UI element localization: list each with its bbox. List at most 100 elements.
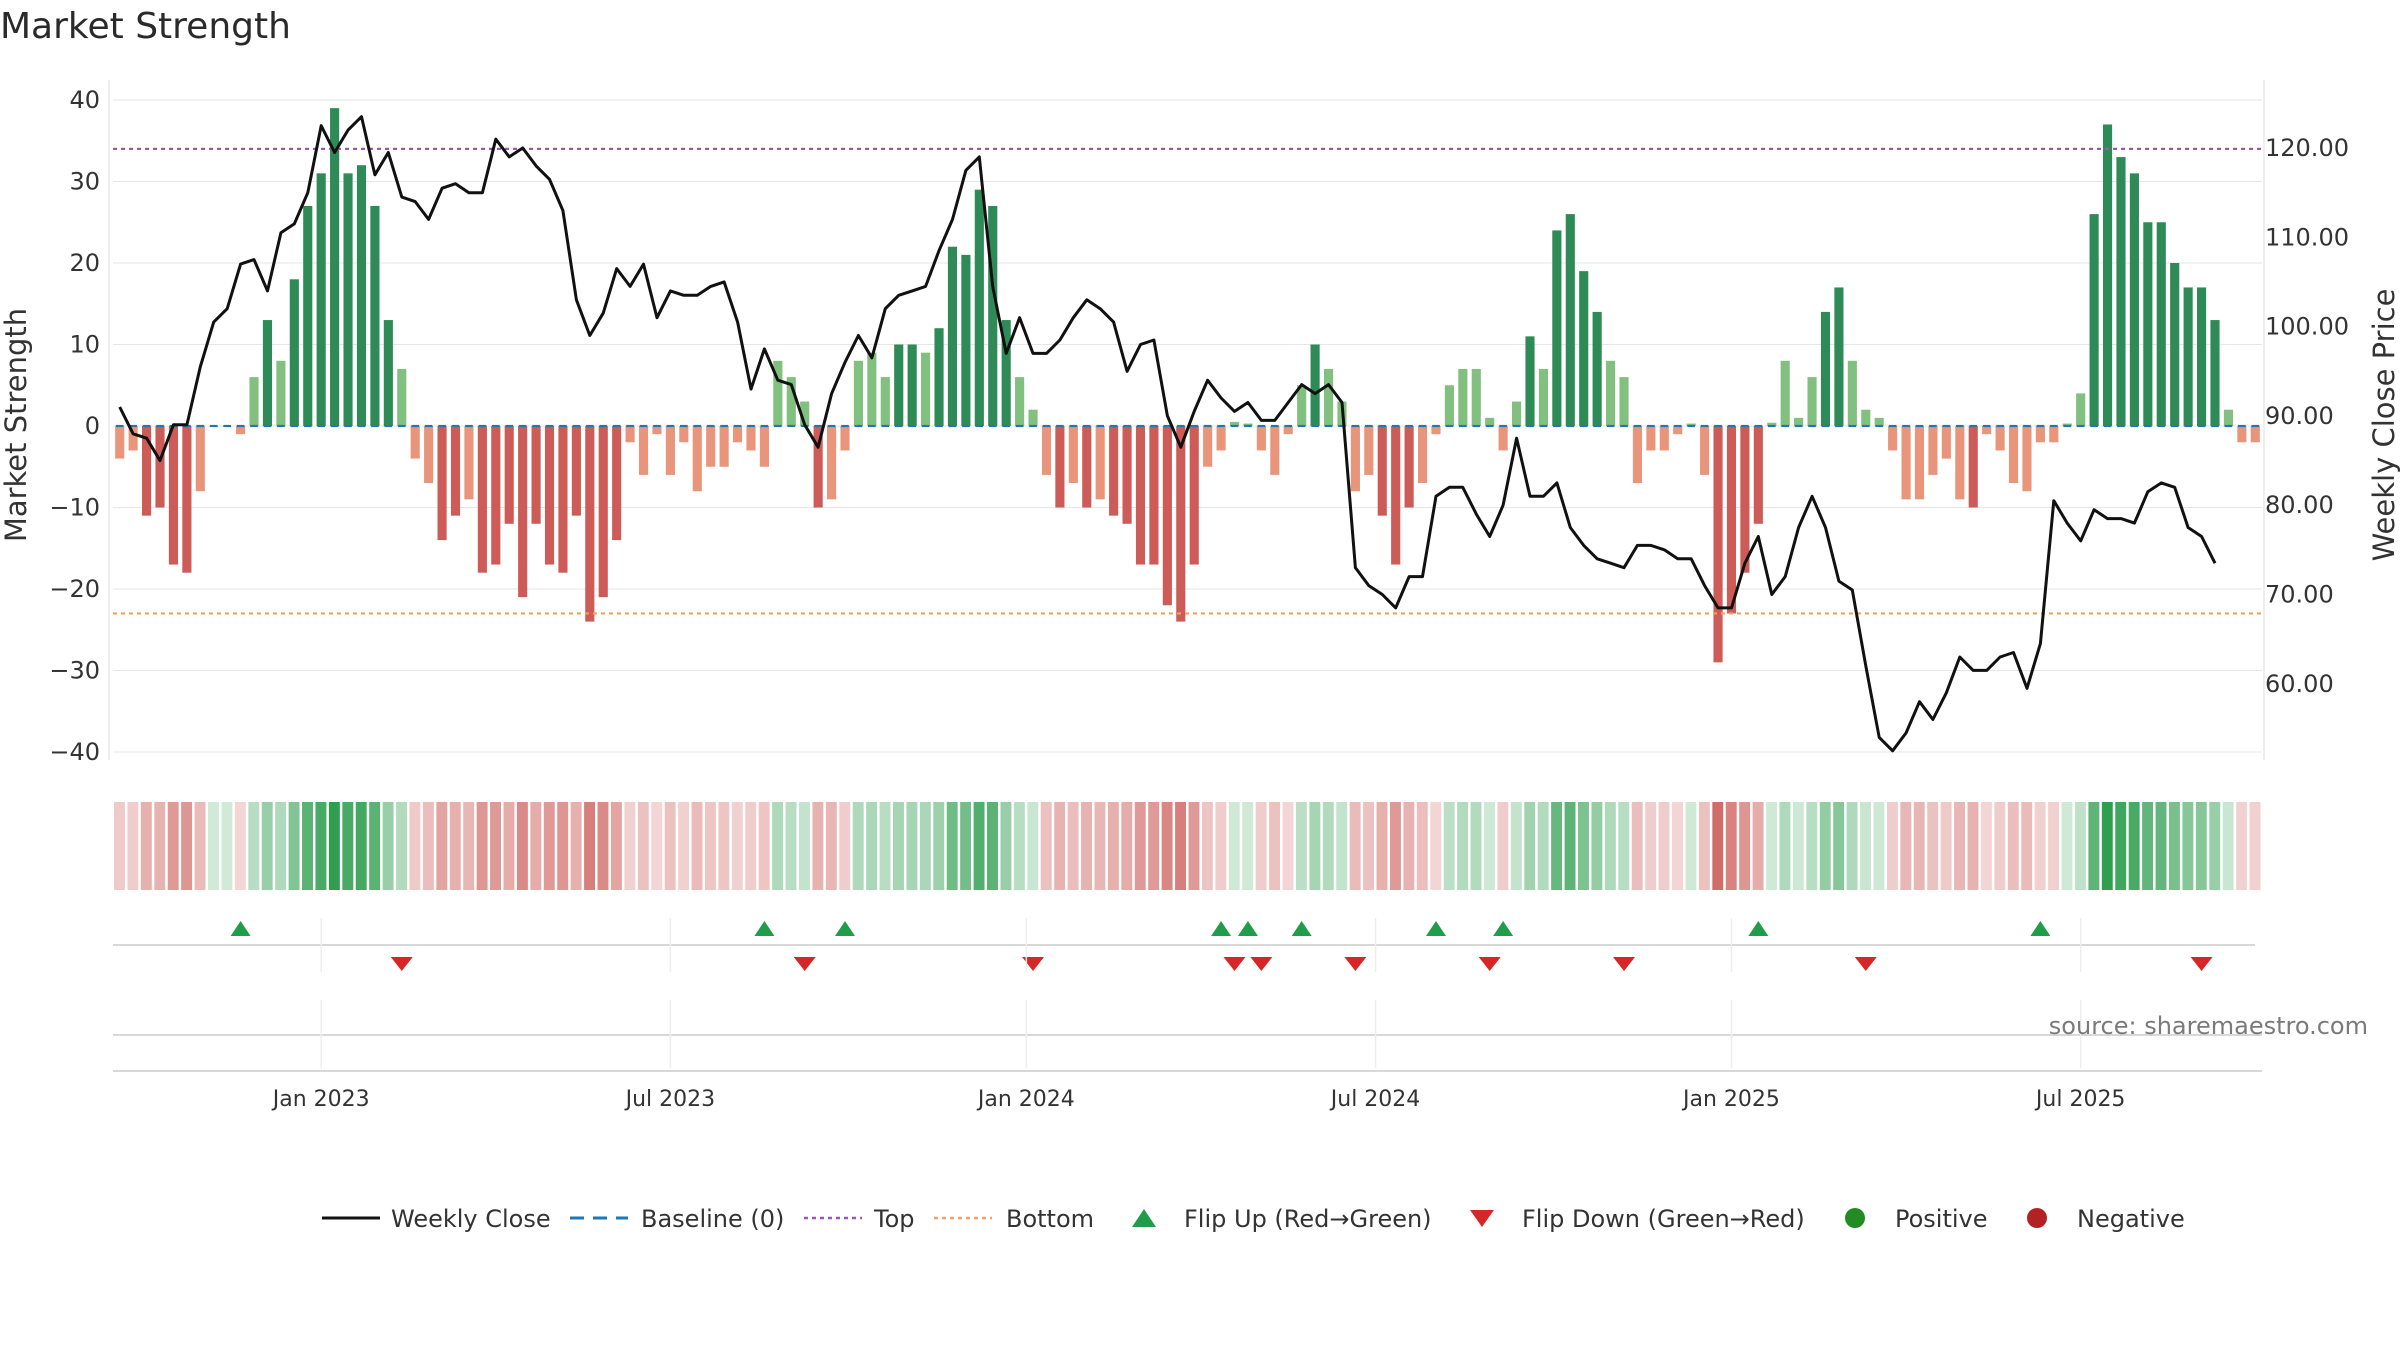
strength-bar (773, 360, 783, 426)
strength-bar (1538, 368, 1548, 426)
heat-cell (1940, 802, 1952, 890)
y-tick-label: −20 (49, 575, 100, 603)
strength-bar (1928, 426, 1938, 475)
y-tick-label: −10 (49, 494, 100, 522)
strength-bar (1055, 426, 1065, 508)
heat-cell (597, 802, 609, 890)
heat-cell (2209, 802, 2221, 890)
strength-bar (880, 377, 890, 426)
strength-bar (1041, 426, 1052, 475)
strength-bar (195, 426, 205, 492)
strength-bar (2008, 426, 2019, 484)
flip-down-marker (793, 957, 816, 971)
flip-up-marker (754, 921, 775, 936)
heat-cell (1712, 802, 1724, 890)
x-tick-label: Jan 2023 (271, 1087, 370, 1112)
strength-bar (853, 360, 864, 426)
flip-up-marker (1748, 921, 1769, 936)
strength-bar (531, 426, 541, 524)
strength-bar (2183, 287, 2193, 426)
y-tick-label: −40 (49, 738, 100, 766)
heat-cell (1430, 802, 1442, 890)
strength-bar (2156, 222, 2166, 426)
x-tick-label: Jan 2025 (1681, 1087, 1780, 1112)
strength-bar (867, 352, 877, 426)
heat-cell (1000, 802, 1012, 890)
heat-cell (1645, 802, 1657, 890)
strength-bar (168, 426, 179, 565)
heat-cell (678, 802, 690, 890)
strength-bar (115, 426, 125, 459)
heat-cell (490, 802, 502, 890)
heat-cell (1994, 802, 2006, 890)
heat-cell (1913, 802, 1925, 890)
strength-bar (1861, 409, 1871, 426)
heat-cell (302, 802, 313, 890)
strength-bar (1740, 426, 1750, 573)
heat-cell (476, 802, 488, 890)
strength-bar (249, 377, 259, 426)
y2-tick-label: 90.00 (2265, 402, 2334, 430)
strength-bar (1417, 426, 1428, 484)
strength-bar (518, 426, 528, 598)
heat-cell (1685, 802, 1697, 890)
strength-bar (383, 320, 393, 426)
heat-cell (893, 802, 904, 890)
heat-cell (946, 802, 958, 890)
heat-cell (1524, 802, 1536, 890)
strength-bar (303, 205, 313, 426)
heat-cell (449, 802, 461, 890)
flip-markers (113, 921, 2262, 1072)
y2-tick-label: 100.00 (2265, 313, 2349, 341)
strength-bar (907, 344, 917, 426)
strength-bar (544, 426, 555, 565)
strength-bar (1767, 422, 1777, 426)
strength-bar (679, 426, 689, 443)
legend-label-baseline: Baseline (0) (641, 1205, 784, 1233)
heat-cell (221, 802, 233, 890)
strength-bar (840, 426, 850, 451)
heat-cell (1161, 802, 1173, 890)
strength-bar (988, 205, 998, 426)
flip-down-marker (1344, 957, 1367, 971)
strength-bar (437, 426, 447, 541)
legend-swatch-flip-up (1132, 1209, 1156, 1227)
strength-bar (1485, 417, 1495, 426)
heat-cell (866, 802, 878, 890)
strength-bar (142, 426, 152, 516)
heat-cell (1752, 802, 1764, 890)
y2-tick-label: 60.00 (2265, 670, 2334, 698)
heat-cell (328, 802, 340, 890)
strength-bar (1149, 426, 1159, 565)
heat-cell (772, 802, 784, 890)
heat-cell (798, 802, 810, 890)
heat-cell (422, 802, 434, 890)
strength-bars (115, 108, 2260, 663)
strength-bar (974, 189, 984, 426)
strength-bar (1914, 426, 1925, 500)
y-tick-label: 10 (69, 331, 100, 359)
strength-bar (1552, 230, 1562, 426)
strength-bar (1068, 426, 1078, 484)
strength-bar (2250, 426, 2260, 443)
heat-cell (1175, 802, 1186, 890)
heat-cell (1967, 802, 1979, 890)
heat-cell (2236, 802, 2248, 890)
strength-bar (1377, 426, 1387, 516)
heat-cell (1846, 802, 1858, 890)
heat-cell (1766, 802, 1777, 890)
heat-cell (1269, 802, 1281, 890)
heat-cell (1094, 802, 1106, 890)
heat-cell (852, 802, 864, 890)
heat-cell (1564, 802, 1576, 890)
heat-cell (1148, 802, 1160, 890)
x-axis: Jan 2023 Jul 2023 Jan 2024 Jul 2024 Jan 2025… (271, 918, 2125, 1112)
heat-cell (2249, 802, 2261, 890)
strength-bar (1122, 426, 1132, 524)
strength-bar (652, 426, 662, 435)
strength-bar (719, 426, 729, 467)
heat-cell (315, 802, 327, 890)
heat-cell (1107, 802, 1119, 890)
strength-bar (786, 377, 796, 426)
strength-bar (2210, 320, 2220, 426)
